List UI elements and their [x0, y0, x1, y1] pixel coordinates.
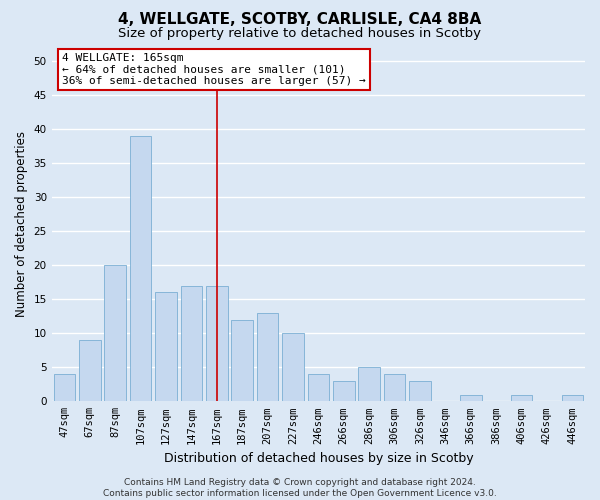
Bar	[333, 381, 355, 402]
Text: 4 WELLGATE: 165sqm
← 64% of detached houses are smaller (101)
36% of semi-detach: 4 WELLGATE: 165sqm ← 64% of detached hou…	[62, 53, 366, 86]
Bar	[511, 394, 532, 402]
Text: Contains HM Land Registry data © Crown copyright and database right 2024.
Contai: Contains HM Land Registry data © Crown c…	[103, 478, 497, 498]
Text: 4, WELLGATE, SCOTBY, CARLISLE, CA4 8BA: 4, WELLGATE, SCOTBY, CARLISLE, CA4 8BA	[118, 12, 482, 28]
Bar	[53, 374, 75, 402]
Bar	[104, 265, 126, 402]
Bar	[308, 374, 329, 402]
Text: Size of property relative to detached houses in Scotby: Size of property relative to detached ho…	[119, 28, 482, 40]
Bar	[232, 320, 253, 402]
Y-axis label: Number of detached properties: Number of detached properties	[15, 132, 28, 318]
Bar	[155, 292, 177, 402]
Bar	[562, 394, 583, 402]
Bar	[206, 286, 227, 402]
Bar	[130, 136, 151, 402]
Bar	[384, 374, 406, 402]
Bar	[257, 313, 278, 402]
Bar	[79, 340, 101, 402]
Bar	[358, 368, 380, 402]
Bar	[282, 334, 304, 402]
X-axis label: Distribution of detached houses by size in Scotby: Distribution of detached houses by size …	[164, 452, 473, 465]
Bar	[181, 286, 202, 402]
Bar	[460, 394, 482, 402]
Bar	[409, 381, 431, 402]
